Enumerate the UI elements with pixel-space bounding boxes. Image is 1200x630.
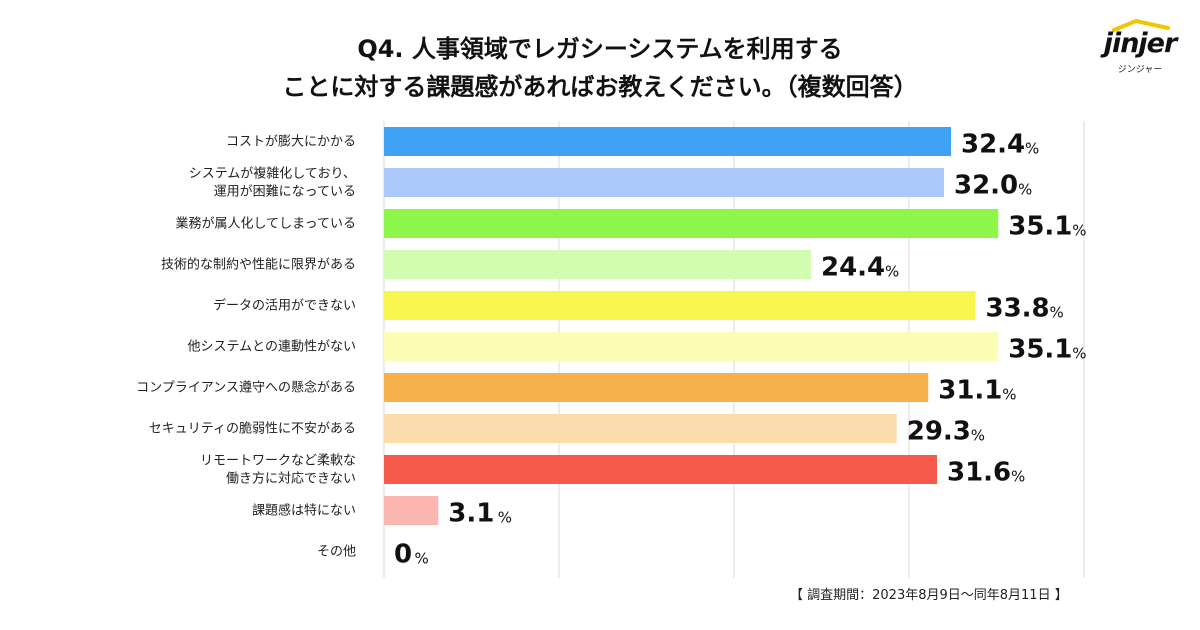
value-unit: % xyxy=(1002,386,1016,404)
value-label: 0 xyxy=(394,540,412,570)
bar xyxy=(384,127,951,156)
value-label: 35.1 xyxy=(1008,335,1072,365)
bar xyxy=(384,332,999,361)
category-label: 他システムとの連動性がない xyxy=(188,340,356,355)
category-label-line: システムが複雑化しており、 xyxy=(189,166,356,182)
value-label: 3.1 xyxy=(448,499,494,529)
category-label: 技術的な制約や性能に限界がある xyxy=(161,257,356,273)
value-label: 32.4 xyxy=(961,130,1025,160)
value-unit: % xyxy=(1018,181,1032,199)
category-label-line: セキュリティの脆弱性に不安がある xyxy=(149,421,356,437)
value-unit: % xyxy=(1050,304,1064,322)
category-label-line: 課題感は特にない xyxy=(252,503,356,519)
category-label: 業務が属人化してしまっている xyxy=(176,216,356,232)
category-label-line: コンプライアンス遵守への懸念がある xyxy=(136,380,356,396)
category-label: コンプライアンス遵守への懸念がある xyxy=(136,380,356,396)
bar xyxy=(384,373,929,402)
category-label-line: コストが膨大にかかる xyxy=(226,135,356,150)
title-line-1: Q4. 人事領域でレガシーシステムを利用する xyxy=(357,35,843,63)
category-label-line: その他 xyxy=(317,545,356,560)
chart-bars xyxy=(384,127,999,525)
category-label: システムが複雑化しており、運用が困難になっている xyxy=(189,166,356,200)
chart-title: Q4. 人事領域でレガシーシステムを利用する ことに対する課題感があればお教えく… xyxy=(200,30,1000,106)
title-line-2: ことに対する課題感があればお教えください。（複数回答） xyxy=(282,73,918,101)
logo-sub: ジンジャー xyxy=(1117,65,1163,75)
value-label: 24.4 xyxy=(821,253,885,283)
category-label: 課題感は特にない xyxy=(252,503,356,519)
chart-category-labels: コストが膨大にかかるシステムが複雑化しており、運用が困難になっている業務が属人化… xyxy=(136,135,356,560)
value-label: 31.1 xyxy=(938,376,1002,406)
category-label: コストが膨大にかかる xyxy=(226,135,356,150)
category-label-line: 運用が困難になっている xyxy=(214,185,356,200)
category-label-line: リモートワークなど柔軟な xyxy=(200,453,356,469)
value-label: 35.1 xyxy=(1008,212,1072,242)
bar xyxy=(384,496,439,525)
bar xyxy=(384,168,944,197)
value-label: 33.8 xyxy=(986,294,1050,324)
roof-icon xyxy=(1112,19,1170,32)
logo-word: jinjer xyxy=(1103,28,1178,59)
value-unit: % xyxy=(1072,222,1086,240)
category-label-line: 技術的な制約や性能に限界がある xyxy=(161,257,356,273)
value-label: 32.0 xyxy=(954,171,1018,201)
bar xyxy=(384,455,937,484)
bar xyxy=(384,414,897,443)
jinjer-logo: jinjer ジンジャー xyxy=(1092,18,1188,75)
survey-period-note: 【 調査期間：2023年8月9日〜同年8月11日 】 xyxy=(790,588,1068,603)
category-label-line: 働き方に対応できない xyxy=(226,471,356,487)
category-label-line: 業務が属人化してしまっている xyxy=(176,216,356,232)
category-label: その他 xyxy=(317,545,356,560)
value-unit: % xyxy=(971,427,985,445)
value-unit: % xyxy=(498,509,512,527)
category-label: データの活用ができない xyxy=(213,298,356,314)
value-unit: % xyxy=(415,550,429,568)
value-unit: % xyxy=(1025,140,1039,158)
value-unit: % xyxy=(1072,345,1086,363)
category-label-line: 他システムとの連動性がない xyxy=(188,340,356,355)
value-label: 31.6 xyxy=(947,458,1011,488)
category-label: セキュリティの脆弱性に不安がある xyxy=(149,421,356,437)
value-unit: % xyxy=(885,263,899,281)
value-unit: % xyxy=(1011,468,1025,486)
bar xyxy=(384,291,976,320)
chart-value-labels: 32.4 %32.0 %35.1 %24.4 %33.8 %35.1 %31.1 %29.3%… xyxy=(394,130,1087,570)
bar xyxy=(384,209,999,238)
value-label: 29.3 xyxy=(907,417,971,447)
category-label: リモートワークなど柔軟な働き方に対応できない xyxy=(200,453,356,487)
category-label-line: データの活用ができない xyxy=(213,298,356,314)
bar xyxy=(384,250,811,279)
